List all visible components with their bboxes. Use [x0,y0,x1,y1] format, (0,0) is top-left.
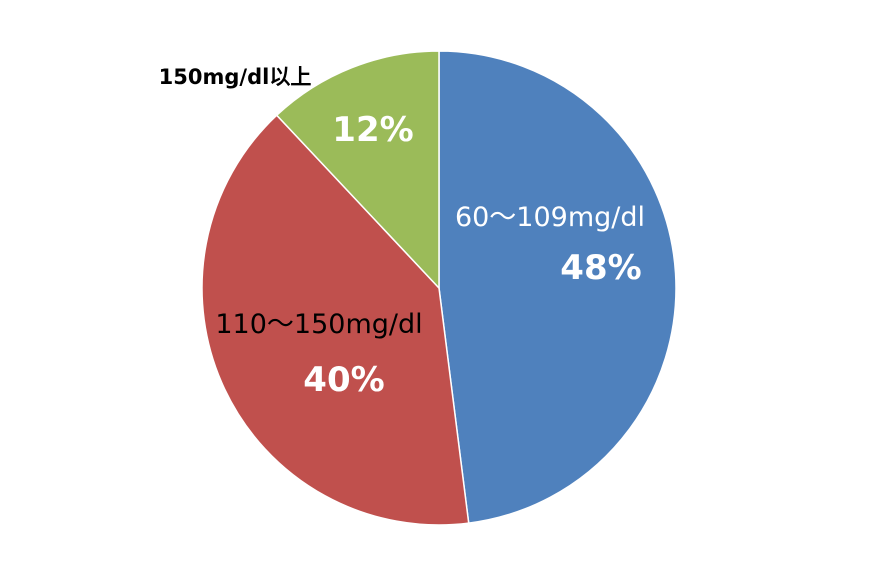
slice-150-plus [275,50,440,290]
slice-value-150-plus: 12% [332,110,413,150]
slice-60-109 [438,50,677,524]
slice-110-150 [201,114,470,526]
slice-label-110-150: 110〜150mg/dl [215,309,422,340]
slice-value-60-109: 48% [560,248,641,288]
slice-label-150-plus: 150mg/dl以上 [159,65,312,89]
slice-label-60-109: 60〜109mg/dl [455,202,645,233]
slice-value-110-150: 40% [303,360,384,400]
pie-slices [201,50,677,526]
pie-labels: 60〜109mg/dl 48% 110〜150mg/dl 40% 150mg/d… [159,65,645,400]
